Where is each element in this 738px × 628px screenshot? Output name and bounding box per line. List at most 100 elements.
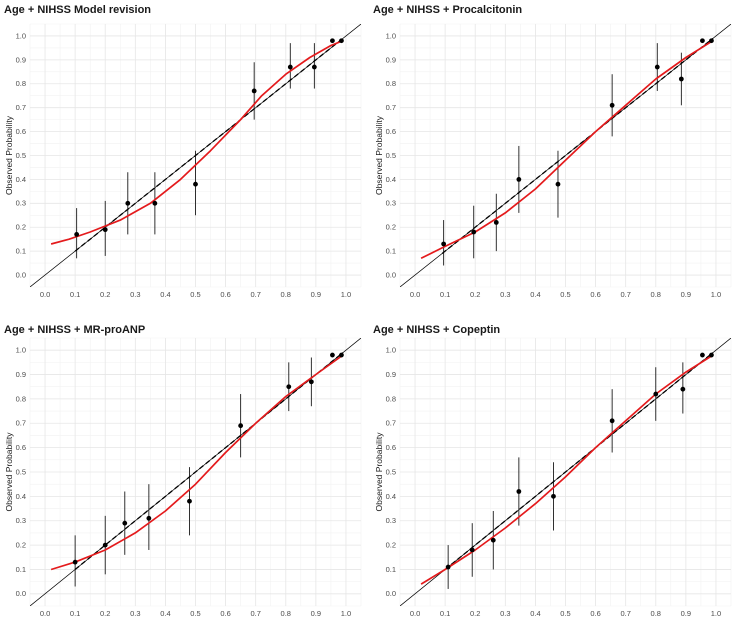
x-tick-label: 0.1 [440, 290, 450, 299]
x-tick-label: 0.8 [651, 290, 661, 299]
panel-title: Age + NIHSS + MR-proANP [4, 324, 145, 336]
calibration-panel-4: Age + NIHSS + Copeptin Observed Probabili… [373, 324, 732, 618]
y-tick-label: 0.1 [386, 565, 396, 574]
x-tick-label: 0.4 [160, 290, 170, 299]
y-tick-label: 0.0 [16, 270, 26, 279]
data-point [516, 177, 522, 182]
data-point [555, 181, 561, 187]
y-tick-label: 0.7 [16, 103, 26, 112]
y-axis-label: Observed Probability [4, 432, 14, 512]
y-axis-label: Observed Probability [374, 115, 384, 195]
y-tick-label: 0.9 [16, 370, 26, 379]
x-tick-label: 1.0 [341, 609, 351, 618]
y-tick-label: 0.7 [16, 419, 26, 428]
data-point [72, 559, 78, 565]
y-tick-label: 0.5 [16, 467, 26, 476]
y-tick-label: 0.7 [386, 103, 396, 112]
y-tick-label: 0.3 [386, 199, 396, 208]
y-tick-label: 1.0 [386, 31, 396, 40]
y-tick-label: 0.9 [16, 55, 26, 64]
x-tick-label: 0.3 [130, 609, 140, 618]
data-point [445, 564, 451, 570]
data-point [286, 384, 292, 390]
x-tick-label: 0.9 [681, 290, 691, 299]
linear-fit-line [444, 352, 714, 570]
data-point [678, 76, 684, 82]
x-tick-label: 0.2 [100, 290, 110, 299]
x-tick-label: 0.9 [681, 609, 691, 618]
y-tick-label: 0.0 [16, 589, 26, 598]
y-tick-label: 0.9 [386, 370, 396, 379]
x-tick-label: 0.7 [250, 609, 260, 618]
data-point [238, 423, 244, 429]
data-point [339, 352, 344, 358]
data-point [74, 232, 80, 237]
x-tick-label: 0.6 [590, 609, 600, 618]
smooth-calibration-curve [420, 354, 714, 585]
data-point [146, 515, 152, 521]
data-point [709, 38, 714, 44]
x-tick-label: 0.4 [160, 609, 170, 618]
data-point [700, 38, 705, 44]
y-tick-label: 0.8 [16, 79, 26, 88]
x-tick-label: 0.1 [70, 609, 80, 618]
data-point [251, 88, 257, 94]
x-tick-label: 0.0 [410, 290, 420, 299]
y-tick-label: 0.6 [386, 443, 396, 452]
y-tick-label: 0.9 [386, 55, 396, 64]
data-point [516, 489, 522, 494]
y-axis-label: Observed Probability [374, 432, 384, 512]
x-tick-label: 0.8 [281, 290, 291, 299]
x-tick-label: 1.0 [711, 290, 721, 299]
data-point [193, 181, 198, 187]
data-point [709, 352, 714, 358]
y-tick-label: 0.0 [386, 270, 396, 279]
x-tick-label: 0.2 [470, 609, 480, 618]
plot-area [400, 24, 731, 287]
data-point [551, 493, 556, 499]
linear-fit-line [441, 37, 714, 255]
x-tick-label: 0.6 [220, 290, 230, 299]
data-point [339, 38, 344, 44]
data-point [122, 520, 128, 526]
x-tick-label: 0.5 [560, 290, 570, 299]
y-tick-label: 0.6 [386, 127, 396, 136]
calibration-panel-1: Age + NIHSS Model revision Observed Proba… [4, 4, 362, 299]
data-point [125, 200, 131, 206]
data-point [680, 386, 686, 392]
x-tick-label: 0.0 [40, 290, 50, 299]
x-tick-label: 0.3 [500, 290, 510, 299]
y-tick-label: 0.4 [386, 492, 396, 501]
data-point [308, 379, 314, 385]
y-tick-label: 0.1 [16, 565, 26, 574]
data-point [471, 229, 477, 235]
x-tick-label: 0.6 [590, 290, 600, 299]
y-tick-label: 0.7 [386, 419, 396, 428]
data-point [152, 200, 158, 206]
y-tick-label: 0.6 [16, 127, 26, 136]
data-point [654, 64, 660, 70]
linear-fit-line [74, 37, 344, 252]
data-point [609, 418, 615, 424]
data-point [102, 227, 108, 233]
y-tick-label: 0.1 [386, 247, 396, 256]
y-tick-label: 0.2 [386, 540, 396, 549]
x-tick-label: 0.8 [651, 609, 661, 618]
y-tick-label: 0.5 [386, 467, 396, 476]
y-tick-label: 0.4 [16, 492, 26, 501]
x-tick-label: 0.9 [311, 609, 321, 618]
plot-area [30, 338, 361, 606]
data-point [330, 352, 335, 358]
y-tick-label: 1.0 [386, 346, 396, 355]
x-tick-label: 0.3 [500, 609, 510, 618]
data-point [311, 64, 317, 70]
data-point [609, 102, 615, 108]
x-tick-label: 0.7 [250, 290, 260, 299]
y-tick-label: 0.3 [16, 516, 26, 525]
y-tick-label: 1.0 [16, 346, 26, 355]
y-tick-label: 0.8 [386, 79, 396, 88]
y-tick-label: 0.5 [386, 151, 396, 160]
data-point [287, 64, 293, 70]
x-tick-label: 0.2 [100, 609, 110, 618]
